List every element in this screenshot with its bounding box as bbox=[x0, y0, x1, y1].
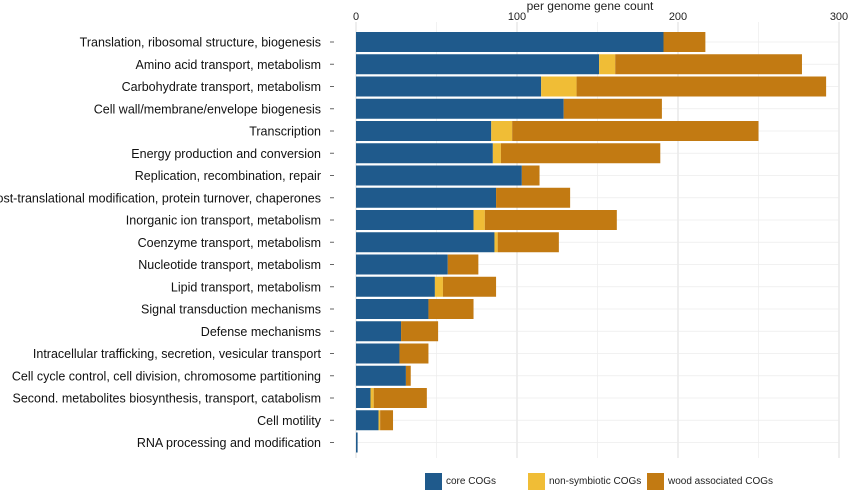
category-label: Inorganic ion transport, metabolism bbox=[126, 214, 321, 228]
category-label: RNA processing and modification bbox=[137, 436, 321, 450]
category-label: Carbohydrate transport, metabolism bbox=[122, 80, 321, 94]
bars bbox=[356, 32, 827, 453]
bar-segment-wood-associated-cogs bbox=[497, 232, 559, 253]
bar-segment-core-cogs bbox=[356, 143, 493, 164]
bar-segment-wood-associated-cogs bbox=[405, 365, 411, 386]
bar-segment-core-cogs bbox=[356, 187, 497, 208]
category-label: Nucleotide transport, metabolism bbox=[138, 258, 321, 272]
bar-segment-wood-associated-cogs bbox=[428, 299, 474, 319]
category-label: Defense mechanisms bbox=[201, 325, 321, 339]
x-tick-label: 200 bbox=[669, 11, 687, 23]
bar-segment-core-cogs bbox=[356, 165, 522, 186]
legend-swatch bbox=[425, 473, 442, 490]
bar-segment-non-symbiotic-cogs bbox=[492, 143, 501, 164]
bar-segment-core-cogs bbox=[356, 54, 600, 75]
category-label: Cell cycle control, cell division, chrom… bbox=[12, 369, 321, 383]
bar-segment-core-cogs bbox=[356, 299, 429, 319]
bar-segment-wood-associated-cogs bbox=[521, 165, 540, 186]
bar-segment-wood-associated-cogs bbox=[512, 121, 759, 141]
bar-segment-core-cogs bbox=[356, 32, 664, 52]
category-label: Coenzyme transport, metabolism bbox=[138, 236, 321, 250]
legend-label: wood associated COGs bbox=[667, 476, 773, 487]
bar-segment-core-cogs bbox=[356, 365, 406, 386]
bar-segment-core-cogs bbox=[356, 121, 492, 141]
bar-segment-core-cogs bbox=[356, 276, 435, 297]
bar-segment-wood-associated-cogs bbox=[563, 98, 662, 119]
legend-swatch bbox=[647, 473, 664, 490]
bar-segment-wood-associated-cogs bbox=[399, 343, 429, 364]
x-axis-ticks: 0 100 200 300 bbox=[353, 11, 848, 23]
category-labels: Translation, ribosomal structure, biogen… bbox=[0, 36, 334, 450]
category-label: Signal transduction mechanisms bbox=[141, 303, 321, 317]
category-label: Energy production and conversion bbox=[131, 147, 321, 161]
bar-segment-core-cogs bbox=[356, 410, 379, 431]
bar-segment-non-symbiotic-cogs bbox=[541, 76, 577, 97]
category-label: Post-translational modification, protein… bbox=[0, 191, 321, 205]
bar-segment-core-cogs bbox=[356, 76, 542, 97]
category-label: Intracellular trafficking, secretion, ve… bbox=[33, 347, 322, 361]
bar-segment-non-symbiotic-cogs bbox=[370, 388, 374, 408]
bar-segment-core-cogs bbox=[356, 388, 371, 408]
bar-segment-wood-associated-cogs bbox=[496, 187, 571, 208]
bar-segment-wood-associated-cogs bbox=[663, 32, 706, 52]
category-label: Second. metabolites biosynthesis, transp… bbox=[13, 392, 322, 406]
bar-segment-core-cogs bbox=[356, 343, 400, 364]
category-label: Amino acid transport, metabolism bbox=[136, 58, 322, 72]
bar-segment-non-symbiotic-cogs bbox=[491, 121, 513, 141]
bar-segment-wood-associated-cogs bbox=[576, 76, 827, 97]
bar-segment-core-cogs bbox=[356, 321, 402, 342]
x-tick-label: 300 bbox=[830, 11, 848, 23]
bar-segment-wood-associated-cogs bbox=[447, 254, 479, 275]
bar-segment-wood-associated-cogs bbox=[380, 410, 394, 431]
category-label: Translation, ribosomal structure, biogen… bbox=[80, 36, 321, 50]
legend-label: core COGs bbox=[446, 476, 496, 487]
bar-segment-non-symbiotic-cogs bbox=[434, 276, 443, 297]
category-label: Cell motility bbox=[257, 414, 322, 428]
bar-segment-wood-associated-cogs bbox=[615, 54, 802, 75]
x-axis-title: per genome gene count bbox=[527, 0, 654, 13]
bar-segment-core-cogs bbox=[356, 254, 448, 275]
bar-segment-non-symbiotic-cogs bbox=[378, 410, 381, 431]
category-label: Transcription bbox=[249, 125, 321, 139]
bar-segment-non-symbiotic-cogs bbox=[599, 54, 616, 75]
category-label: Lipid transport, metabolism bbox=[171, 280, 321, 294]
bar-segment-non-symbiotic-cogs bbox=[494, 232, 498, 253]
bar-segment-core-cogs bbox=[356, 98, 564, 119]
legend-label: non-symbiotic COGs bbox=[549, 476, 641, 487]
bar-segment-core-cogs bbox=[356, 210, 474, 230]
category-label: Replication, recombination, repair bbox=[135, 169, 321, 183]
legend-swatch bbox=[528, 473, 545, 490]
bar-segment-wood-associated-cogs bbox=[373, 388, 427, 408]
x-tick-label: 100 bbox=[508, 11, 526, 23]
bar-segment-wood-associated-cogs bbox=[442, 276, 497, 297]
bar-segment-core-cogs bbox=[356, 432, 358, 453]
bar-segment-wood-associated-cogs bbox=[401, 321, 439, 342]
x-tick-label: 0 bbox=[353, 11, 359, 23]
bar-segment-wood-associated-cogs bbox=[484, 210, 617, 230]
bar-segment-non-symbiotic-cogs bbox=[473, 210, 485, 230]
bar-segment-core-cogs bbox=[356, 232, 495, 253]
bar-segment-wood-associated-cogs bbox=[500, 143, 661, 164]
category-label: Cell wall/membrane/envelope biogenesis bbox=[94, 102, 321, 116]
legend: core COGs non-symbiotic COGs wood associat… bbox=[425, 473, 773, 490]
